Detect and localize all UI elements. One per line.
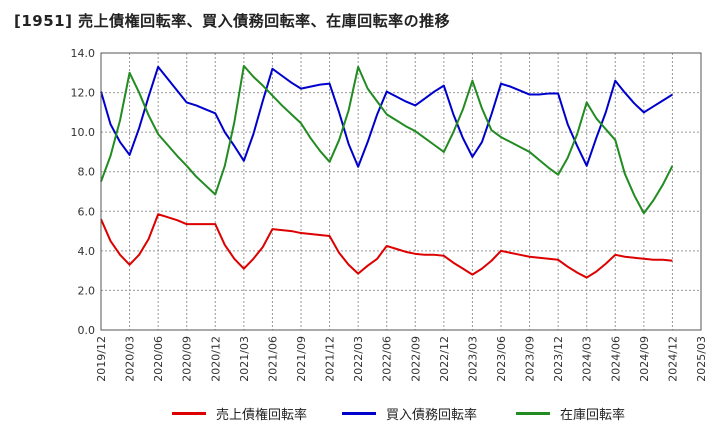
plot-area-frame [100, 52, 702, 331]
legend-item-sales-receivables: 売上債権回転率 [172, 404, 307, 423]
x-tick-label: 2020/12 [209, 336, 222, 382]
legend-label: 買入債務回転率 [386, 408, 478, 423]
series-line-2 [100, 64, 674, 215]
x-tick-label: 2022/09 [409, 336, 422, 382]
x-tick-label: 2022/03 [352, 336, 365, 382]
x-tick-label: 2023/09 [524, 336, 537, 382]
legend-label: 売上債権回転率 [216, 408, 308, 423]
legend-swatch-blue [342, 412, 376, 415]
series-lines [100, 64, 674, 279]
x-tick-label: 2023/06 [495, 336, 508, 382]
x-tick-label: 2024/03 [581, 336, 594, 382]
y-tick-label: 8.0 [78, 166, 96, 179]
series-line-1 [100, 65, 673, 168]
legend-label: 在庫回転率 [560, 408, 626, 423]
y-tick-label: 0.0 [78, 324, 96, 337]
x-tick-label: 2020/06 [152, 336, 165, 382]
y-axis-ticks: 0.0 2.0 4.0 6.0 8.0 10.0 12.0 14.0 [71, 47, 96, 337]
y-tick-label: 10.0 [71, 126, 96, 139]
x-tick-label: 2025/03 [695, 336, 708, 382]
x-tick-label: 2023/12 [552, 336, 565, 382]
x-tick-label: 2023/03 [466, 336, 479, 382]
x-tick-label: 2021/06 [266, 336, 279, 382]
legend: 売上債権回転率 買入債務回転率 在庫回転率 [0, 404, 720, 428]
chart-title: [1951] 売上債権回転率、買入債務回転率、在庫回転率の推移 [14, 12, 451, 30]
x-tick-label: 2024/09 [638, 336, 651, 382]
legend-swatch-red [172, 412, 206, 415]
y-tick-label: 14.0 [71, 47, 96, 60]
x-tick-label: 2024/06 [609, 336, 622, 382]
x-tick-label: 2021/12 [324, 336, 337, 382]
x-tick-label: 2021/03 [238, 336, 251, 382]
x-axis-ticks: 2019/12 2020/03 2020/06 2020/09 2020/12 2021/… [95, 336, 708, 382]
x-tick-label: 2019/12 [95, 336, 108, 382]
x-tick-label: 2022/12 [438, 336, 451, 382]
series-line-0 [100, 213, 673, 279]
y-tick-label: 6.0 [78, 205, 96, 218]
x-tick-label: 2022/06 [381, 336, 394, 382]
y-tick-label: 2.0 [78, 284, 96, 297]
x-tick-label: 2021/09 [295, 336, 308, 382]
x-tick-label: 2020/09 [181, 336, 194, 382]
y-tick-label: 4.0 [78, 245, 96, 258]
x-tick-label: 2020/03 [124, 336, 137, 382]
legend-swatch-green [516, 412, 550, 415]
legend-item-inventory: 在庫回転率 [516, 404, 625, 423]
x-tick-label: 2024/12 [666, 336, 679, 382]
legend-item-payables: 買入債務回転率 [342, 404, 477, 423]
y-tick-label: 12.0 [71, 87, 96, 100]
